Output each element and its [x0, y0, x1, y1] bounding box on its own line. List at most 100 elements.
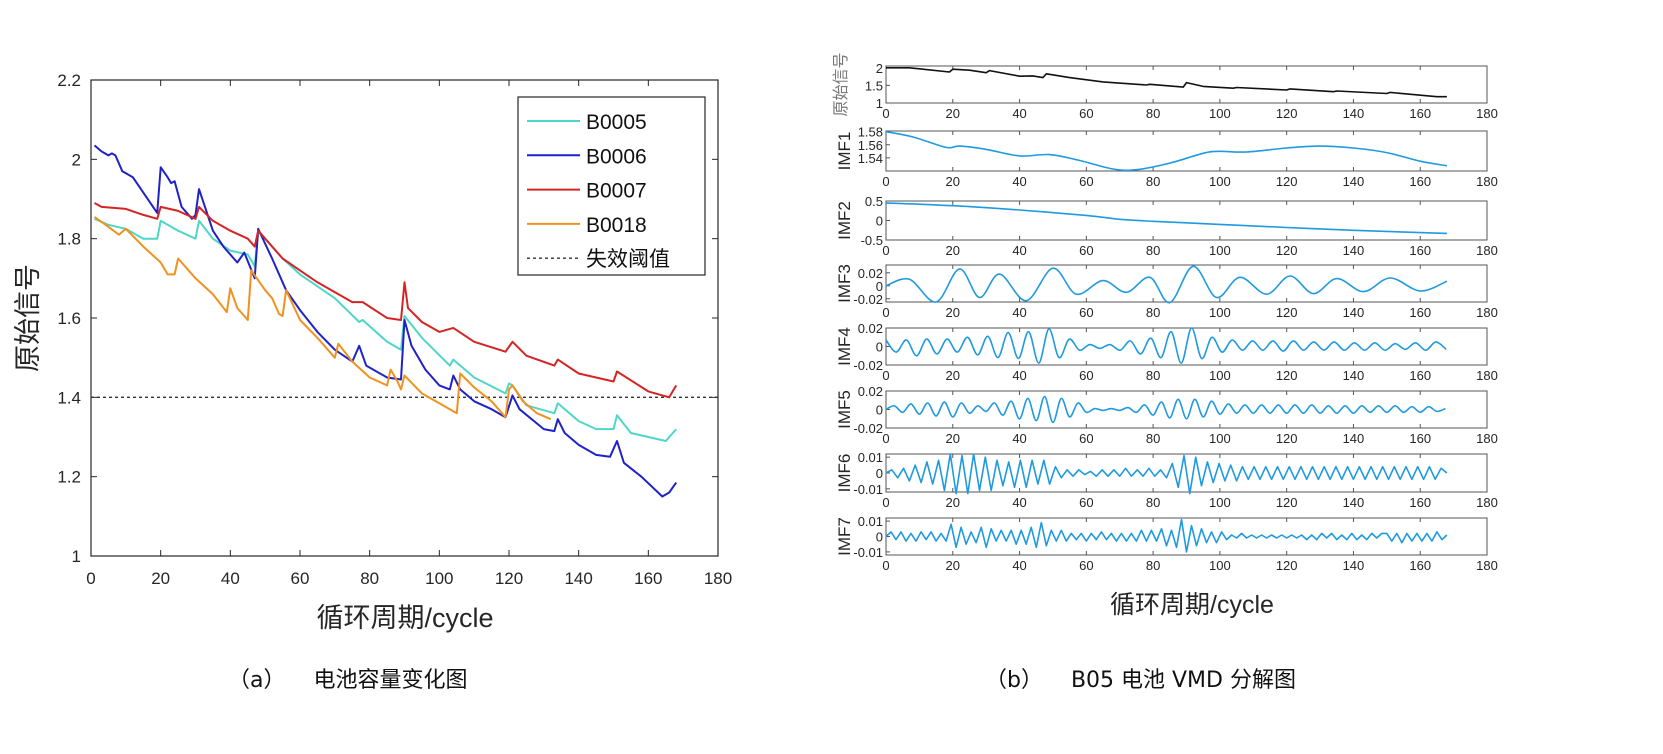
x-tick-label: 180 [704, 569, 732, 588]
signal-line-原始信号 [886, 67, 1447, 98]
y-tick-label: 1.5 [865, 78, 883, 93]
x-tick-label: 60 [1079, 174, 1093, 189]
y-tick-label: 0 [876, 214, 883, 229]
x-tick-label: 180 [1476, 495, 1498, 510]
x-tick-label: 0 [882, 106, 889, 121]
y-tick-label: 0.02 [858, 384, 883, 399]
x-axis-label: 循环周期/cycle [316, 603, 493, 633]
y-tick-label: -0.02 [853, 421, 883, 436]
x-tick-label: 0 [882, 305, 889, 320]
x-tick-label: 80 [1146, 495, 1160, 510]
panel-原始信号: 0 20 40 60 80 100 120 140 160 180 1 1.5 2 原始信号 [831, 52, 1498, 121]
x-tick-label: 0 [882, 431, 889, 446]
x-tick-label: 20 [946, 106, 960, 121]
x-tick-label: 100 [1209, 368, 1231, 383]
caption-a: （a） 电池容量变化图 [228, 668, 468, 693]
x-tick-label: 40 [1012, 174, 1026, 189]
x-tick-label: 60 [1079, 368, 1093, 383]
x-tick-label: 100 [1209, 106, 1231, 121]
signal-line-IMF7 [885, 518, 1448, 553]
y-tick-label: 0.01 [858, 514, 883, 529]
x-tick-label: 160 [1409, 431, 1431, 446]
x-tick-label: 80 [360, 569, 379, 588]
x-tick-label: 120 [1276, 243, 1298, 258]
x-tick-label: 40 [1012, 305, 1026, 320]
caption-b: （b） B05 电池 VMD 分解图 [985, 668, 1296, 693]
x-tick-label: 120 [1276, 368, 1298, 383]
x-tick-label: 80 [1146, 558, 1160, 573]
legend-label: B0007 [586, 180, 647, 203]
y-tick-label: 0.02 [858, 266, 883, 281]
panel-frame [885, 264, 1488, 303]
x-tick-label: 0 [882, 495, 889, 510]
y-tick-label: 0.02 [858, 321, 883, 336]
x-tick-label: 20 [946, 495, 960, 510]
x-tick-label: 60 [1079, 431, 1093, 446]
x-tick-label: 100 [1209, 495, 1231, 510]
y-tick-label: 0 [876, 530, 883, 545]
x-tick-label: 120 [1276, 558, 1298, 573]
panel-ylabel: IMF7 [835, 517, 854, 556]
y-tick-label: 1.58 [858, 125, 883, 140]
y-tick-label: 0 [876, 340, 883, 355]
x-tick-label: 80 [1146, 174, 1160, 189]
y-tick-label: 0 [876, 466, 883, 481]
y-tick-label: -0.02 [853, 358, 883, 373]
x-tick-label: 40 [1012, 368, 1026, 383]
panel-ylabel: IMF3 [835, 264, 854, 303]
vmd-decomposition-chart: 0 20 40 60 80 100 120 140 160 180 1 1.5 2 原始信号 0 20 40 60… [831, 52, 1498, 619]
y-axis-label: 原始信号 [13, 264, 44, 372]
x-tick-label: 100 [1209, 305, 1231, 320]
x-tick-label: 60 [1079, 558, 1093, 573]
x-tick-label: 60 [291, 569, 310, 588]
x-tick-label: 40 [1012, 243, 1026, 258]
x-tick-label: 160 [1409, 558, 1431, 573]
x-tick-label: 20 [946, 174, 960, 189]
x-tick-label: 60 [1079, 106, 1093, 121]
x-tick-label: 40 [221, 569, 240, 588]
panel-frame [885, 130, 1488, 172]
signal-line-IMF4 [885, 327, 1447, 364]
x-tick-label: 0 [882, 368, 889, 383]
panel-ylabel: IMF2 [835, 201, 854, 240]
x-tick-label: 180 [1476, 558, 1498, 573]
y-tick-label: 2 [876, 61, 883, 76]
x-tick-label: 180 [1476, 174, 1498, 189]
x-tick-label: 0 [882, 243, 889, 258]
x-tick-label: 0 [882, 174, 889, 189]
panel-ylabel: 原始信号 [831, 52, 850, 116]
x-tick-label: 160 [1409, 174, 1431, 189]
x-tick-label: 40 [1012, 495, 1026, 510]
panel-ylabel: IMF1 [835, 132, 854, 171]
x-tick-label: 180 [1476, 243, 1498, 258]
x-tick-label: 120 [495, 569, 523, 588]
x-tick-label: 80 [1146, 431, 1160, 446]
signal-line-IMF5 [885, 395, 1446, 424]
x-tick-label: 20 [946, 305, 960, 320]
x-tick-label: 140 [564, 569, 592, 588]
y-tick-label: -0.01 [853, 482, 883, 497]
y-tick-label: -0.5 [861, 233, 883, 248]
x-tick-label: 80 [1146, 368, 1160, 383]
x-tick-label: 80 [1146, 305, 1160, 320]
x-tick-label: 180 [1476, 106, 1498, 121]
y-tick-label: 0.5 [865, 194, 883, 209]
series-line-B0018 [93, 216, 552, 421]
x-tick-label: 140 [1343, 368, 1365, 383]
y-tick-label: 1.2 [57, 468, 81, 487]
x-tick-label: 140 [1343, 174, 1365, 189]
x-tick-label: 160 [1409, 106, 1431, 121]
x-tick-label: 20 [946, 558, 960, 573]
x-tick-label: 100 [1209, 243, 1231, 258]
y-tick-label: 1 [876, 96, 883, 111]
panel-ylabel: IMF5 [835, 390, 854, 429]
y-tick-label: -0.02 [853, 292, 883, 307]
signal-line-IMF1 [885, 130, 1448, 172]
panel-ylabel: IMF4 [835, 327, 854, 366]
legend-label: 失效阈值 [586, 248, 670, 271]
x-tick-label: 80 [1146, 243, 1160, 258]
x-tick-label: 80 [1146, 106, 1160, 121]
